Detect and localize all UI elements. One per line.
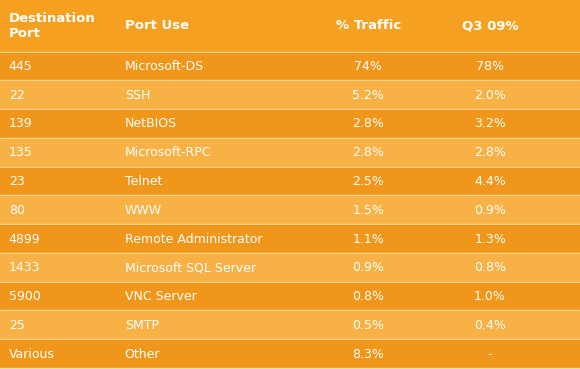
Bar xyxy=(0,224,580,225)
Text: 445: 445 xyxy=(9,60,32,73)
Text: SMTP: SMTP xyxy=(125,319,159,332)
Text: Port Use: Port Use xyxy=(125,19,189,32)
Text: 1.5%: 1.5% xyxy=(353,204,384,217)
Text: 74%: 74% xyxy=(354,60,382,73)
Bar xyxy=(0,138,580,139)
Text: 0.4%: 0.4% xyxy=(474,319,506,332)
Text: 2.0%: 2.0% xyxy=(474,89,506,102)
Bar xyxy=(0,283,580,310)
Text: 5900: 5900 xyxy=(9,290,41,303)
Text: 0.5%: 0.5% xyxy=(352,319,385,332)
Text: 2.8%: 2.8% xyxy=(353,117,384,131)
Bar xyxy=(0,52,580,53)
Text: 0.9%: 0.9% xyxy=(353,261,384,274)
Bar xyxy=(0,368,580,369)
Bar xyxy=(0,168,580,195)
Bar xyxy=(0,0,580,52)
Text: 1.1%: 1.1% xyxy=(353,232,384,245)
Bar xyxy=(0,254,580,282)
Text: 0.9%: 0.9% xyxy=(474,204,506,217)
Text: VNC Server: VNC Server xyxy=(125,290,197,303)
Bar xyxy=(0,139,580,166)
Bar xyxy=(0,109,580,110)
Bar xyxy=(0,253,580,254)
Text: 1.3%: 1.3% xyxy=(474,232,506,245)
Bar xyxy=(0,82,580,109)
Text: NetBIOS: NetBIOS xyxy=(125,117,177,131)
Bar xyxy=(0,311,580,339)
Text: 78%: 78% xyxy=(476,60,504,73)
Text: Various: Various xyxy=(9,348,55,361)
Bar xyxy=(0,166,580,168)
Text: 2.8%: 2.8% xyxy=(474,146,506,159)
Text: 8.3%: 8.3% xyxy=(353,348,384,361)
Text: Microsoft-RPC: Microsoft-RPC xyxy=(125,146,211,159)
Bar xyxy=(0,339,580,340)
Text: 4899: 4899 xyxy=(9,232,41,245)
Bar xyxy=(0,340,580,368)
Text: Other: Other xyxy=(125,348,160,361)
Text: 5.2%: 5.2% xyxy=(353,89,384,102)
Text: WWW: WWW xyxy=(125,204,162,217)
Text: 22: 22 xyxy=(9,89,24,102)
Text: 2.8%: 2.8% xyxy=(353,146,384,159)
Text: 139: 139 xyxy=(9,117,32,131)
Text: Q3 09%: Q3 09% xyxy=(462,19,519,32)
Text: % Traffic: % Traffic xyxy=(336,19,401,32)
Text: 135: 135 xyxy=(9,146,32,159)
Text: 4.4%: 4.4% xyxy=(474,175,506,188)
Text: 23: 23 xyxy=(9,175,24,188)
Text: -: - xyxy=(488,348,492,361)
Text: SSH: SSH xyxy=(125,89,150,102)
Text: Destination
Port: Destination Port xyxy=(9,12,96,40)
Text: 3.2%: 3.2% xyxy=(474,117,506,131)
Text: 1433: 1433 xyxy=(9,261,40,274)
Text: Microsoft-DS: Microsoft-DS xyxy=(125,60,204,73)
Bar xyxy=(0,225,580,253)
Text: 0.8%: 0.8% xyxy=(352,290,385,303)
Bar xyxy=(0,110,580,138)
Text: 1.0%: 1.0% xyxy=(474,290,506,303)
Text: 2.5%: 2.5% xyxy=(353,175,384,188)
Text: 80: 80 xyxy=(9,204,25,217)
Bar xyxy=(0,310,580,311)
Bar xyxy=(0,80,580,82)
Bar xyxy=(0,196,580,224)
Text: 0.8%: 0.8% xyxy=(474,261,506,274)
Bar xyxy=(0,53,580,80)
Text: Telnet: Telnet xyxy=(125,175,162,188)
Bar xyxy=(0,195,580,196)
Text: 25: 25 xyxy=(9,319,24,332)
Text: Remote Administrator: Remote Administrator xyxy=(125,232,262,245)
Text: Microsoft SQL Server: Microsoft SQL Server xyxy=(125,261,256,274)
Bar xyxy=(0,282,580,283)
